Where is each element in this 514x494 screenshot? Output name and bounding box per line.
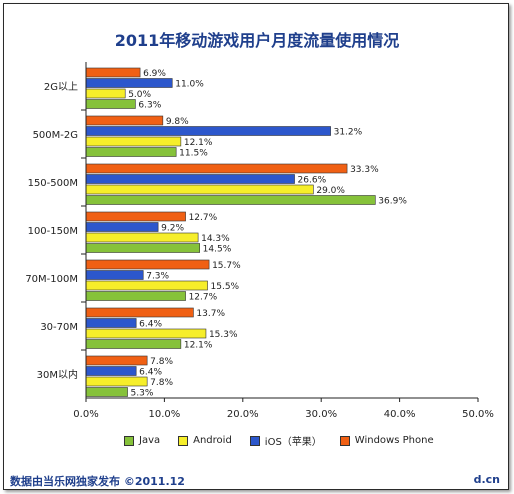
bar-android <box>85 328 207 339</box>
data-label: 29.0% <box>316 186 345 196</box>
x-tick-label: 0.0% <box>73 409 98 420</box>
x-tick-label: 20.0% <box>227 409 259 420</box>
legend-label-android: Android <box>193 435 232 446</box>
bar-android <box>85 136 182 147</box>
data-label: 9.8% <box>166 117 189 127</box>
data-label: 6.3% <box>138 101 161 111</box>
legend-label-java: Java <box>139 435 161 446</box>
category-label: 70M-100M <box>25 274 78 285</box>
bar-windows-phone <box>85 307 194 318</box>
data-label: 7.8% <box>150 357 173 367</box>
legend-swatch-java <box>124 435 134 446</box>
bar-ios <box>85 174 295 184</box>
data-label: 13.7% <box>196 309 225 319</box>
footer-source: 数据由当乐网独家发布 ©2011.12 <box>10 475 185 488</box>
legend-swatch-windows-phone <box>339 435 350 446</box>
data-label: 6.4% <box>139 320 162 330</box>
legend-label-windows-phone: Windows Phone <box>354 435 434 446</box>
data-label: 12.1% <box>184 138 213 148</box>
bar-java <box>85 147 177 157</box>
data-label: 12.1% <box>184 341 213 351</box>
legend-item-android: Android <box>178 435 232 446</box>
data-label: 15.5% <box>211 282 240 292</box>
bar-windows-phone <box>85 163 348 174</box>
category-label: 2G以上 <box>44 81 78 93</box>
data-label: 36.9% <box>378 197 407 207</box>
data-label: 15.3% <box>209 330 238 340</box>
category-label: 500M-2G <box>33 130 78 141</box>
bar-ios <box>85 78 173 88</box>
data-label: 33.3% <box>350 165 379 175</box>
data-label: 12.7% <box>189 293 218 303</box>
bar-android <box>85 376 148 387</box>
bar-android <box>85 232 199 243</box>
category-label: 30M以内 <box>37 368 78 381</box>
data-label: 6.9% <box>143 69 166 79</box>
bar-java <box>85 99 136 109</box>
data-label: 7.3% <box>146 272 169 282</box>
bar-android <box>85 88 126 99</box>
bar-windows-phone <box>85 355 148 366</box>
legend: Java Android iOS（苹果） Windows Phone <box>124 433 434 448</box>
legend-swatch-ios <box>249 435 260 446</box>
data-label: 12.7% <box>189 213 218 223</box>
bar-ios <box>85 270 144 280</box>
footer-site: d.cn <box>473 473 500 486</box>
bar-windows-phone <box>85 259 210 270</box>
data-label: 14.5% <box>203 245 232 255</box>
bar-ios <box>85 366 137 376</box>
bar-java <box>85 339 182 349</box>
data-label: 6.4% <box>139 368 162 378</box>
data-label: 7.8% <box>150 378 173 388</box>
x-tick-label: 40.0% <box>384 409 416 420</box>
bar-android <box>85 184 314 195</box>
category-label: 150-500M <box>28 178 78 189</box>
data-label: 11.0% <box>175 80 204 90</box>
category-label: 30-70M <box>40 322 78 333</box>
data-label: 26.6% <box>298 176 327 186</box>
legend-item-ios: iOS（苹果） <box>249 433 322 448</box>
bar-java <box>85 291 186 301</box>
x-tick-label: 50.0% <box>462 409 494 420</box>
data-label: 9.2% <box>161 224 184 234</box>
data-label: 31.2% <box>334 128 363 138</box>
bar-java <box>85 243 200 253</box>
bar-windows-phone <box>85 211 186 222</box>
data-label: 15.7% <box>212 261 241 271</box>
bar-ios <box>85 126 331 136</box>
bar-java <box>85 195 376 205</box>
x-tick-label: 30.0% <box>305 409 337 420</box>
bar-ios <box>85 222 159 232</box>
legend-label-ios: iOS（苹果） <box>264 437 322 448</box>
legend-item-java: Java <box>124 435 160 446</box>
data-label: 11.5% <box>179 149 208 159</box>
bar-ios <box>85 318 137 328</box>
category-label: 100-150M <box>28 226 78 237</box>
data-label: 14.3% <box>201 234 230 244</box>
chart-title: 2011年移动游戏用户月度流量使用情况 <box>114 31 400 50</box>
bar-java <box>85 387 128 397</box>
x-tick-label: 10.0% <box>149 409 181 420</box>
bar-windows-phone <box>85 67 141 78</box>
legend-item-windows-phone: Windows Phone <box>339 435 434 446</box>
bar-windows-phone <box>85 115 164 126</box>
legend-swatch-android <box>178 435 189 446</box>
data-label: 5.0% <box>128 90 151 100</box>
bar-android <box>85 280 208 291</box>
data-label: 5.3% <box>131 389 154 399</box>
